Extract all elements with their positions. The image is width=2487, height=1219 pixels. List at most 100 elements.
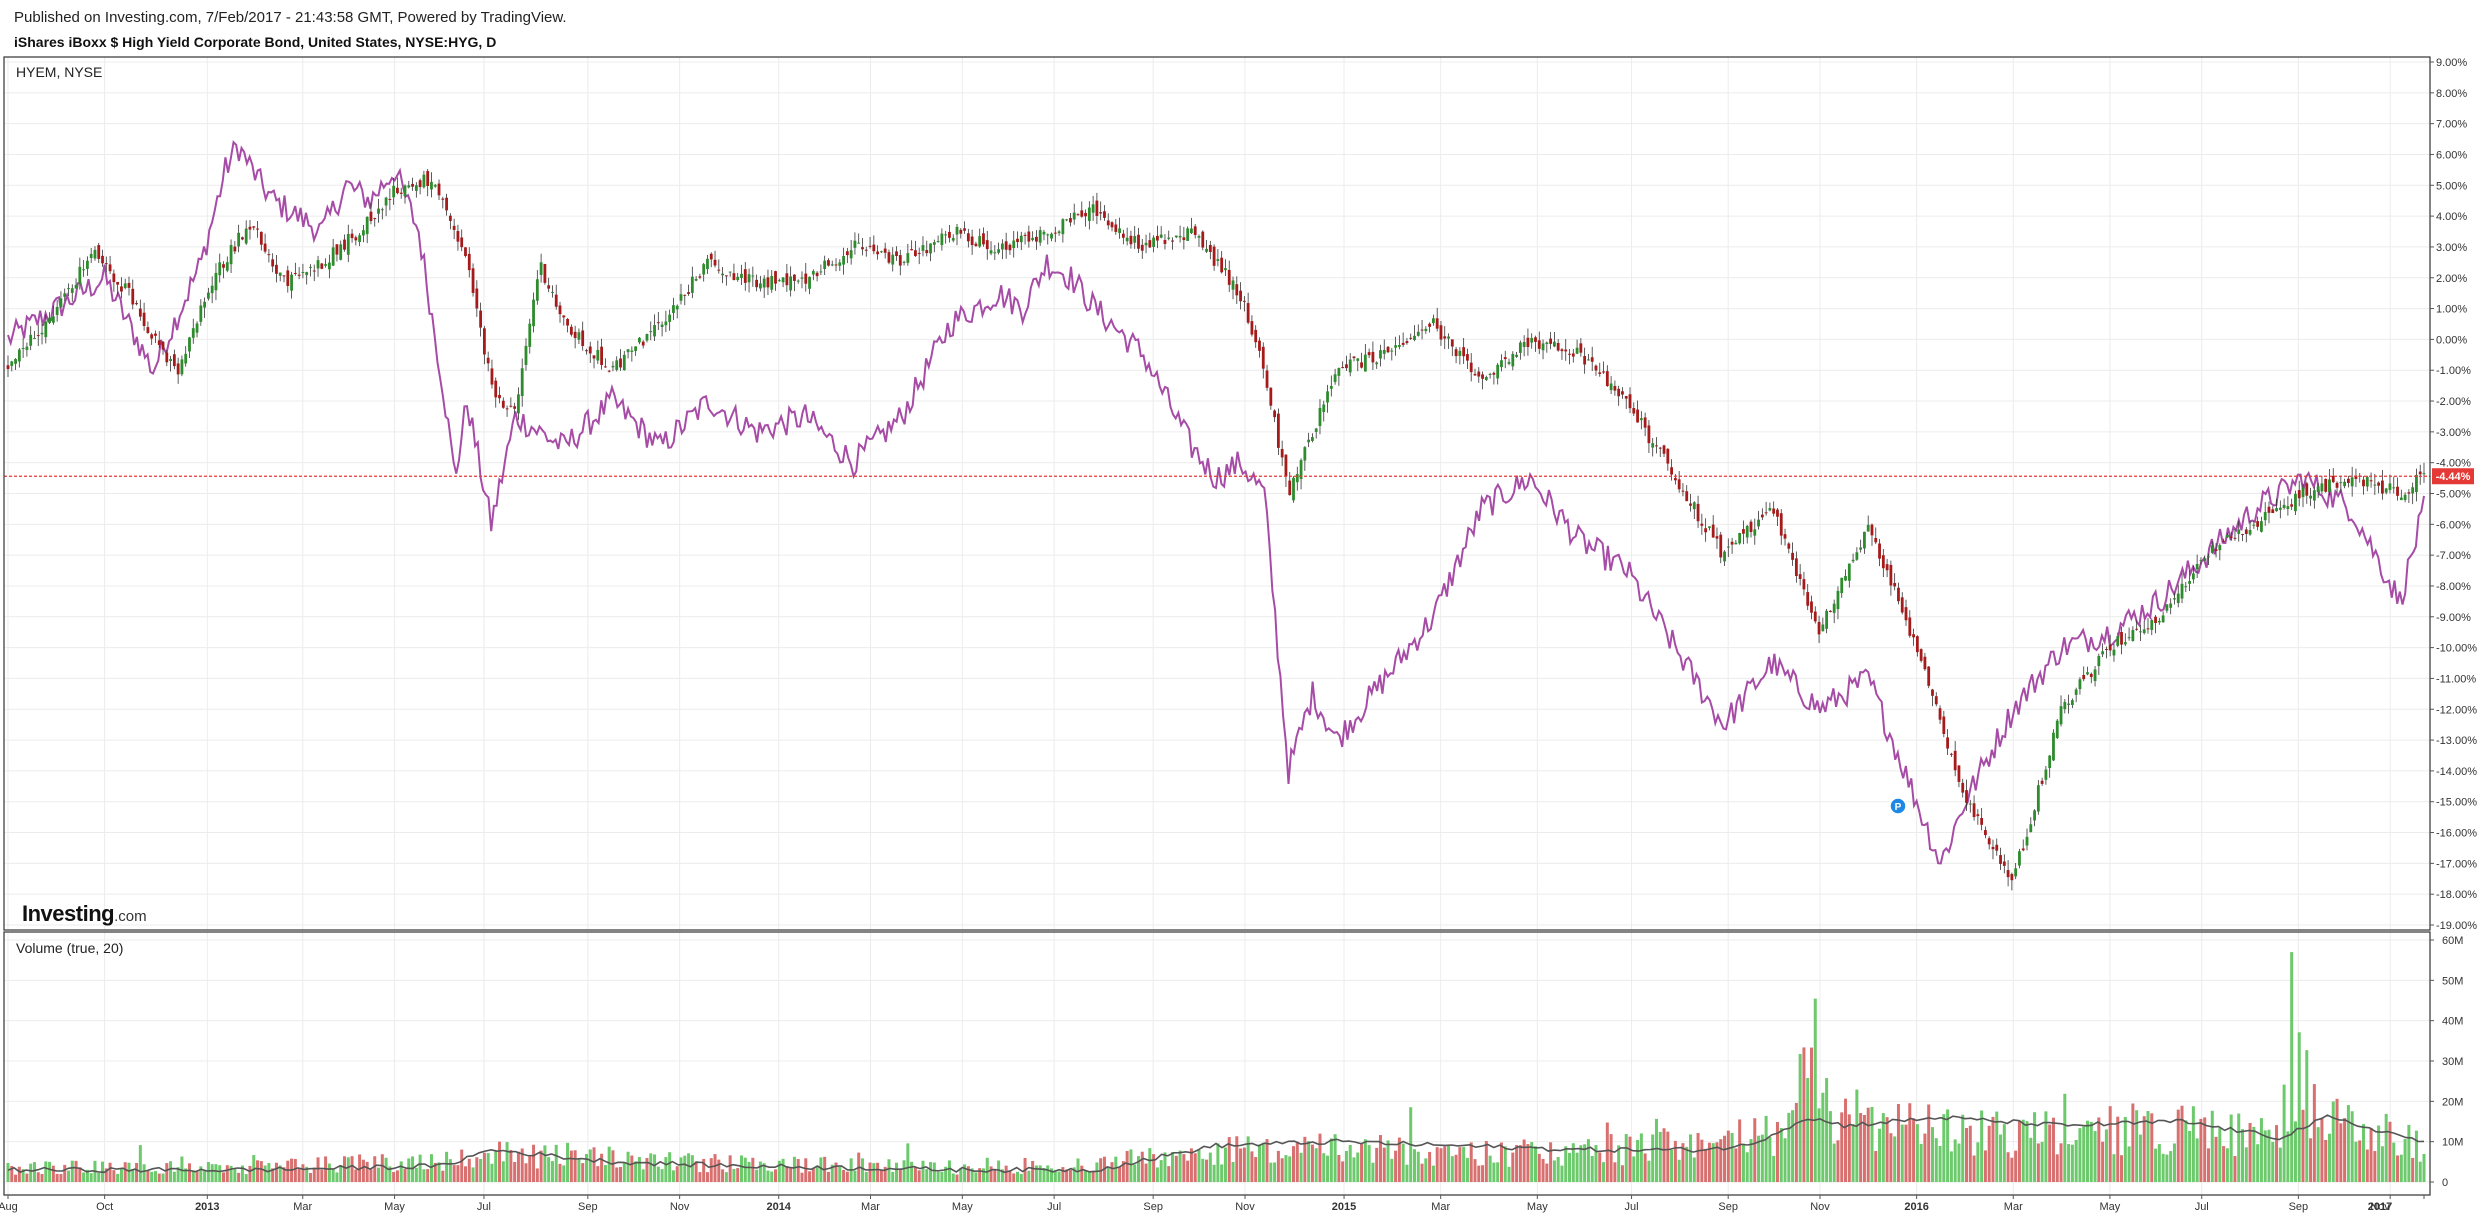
volume-bar xyxy=(350,1156,354,1182)
volume-bar xyxy=(2067,1144,2071,1182)
candle-body xyxy=(157,340,161,345)
volume-bar xyxy=(475,1157,479,1182)
candle-body xyxy=(67,288,70,290)
volume-bar xyxy=(2327,1133,2331,1182)
volume-bar xyxy=(1356,1152,1360,1182)
candle-body xyxy=(997,249,1000,253)
volume-bar xyxy=(1942,1114,1946,1182)
volume-bar xyxy=(785,1166,789,1182)
volume-axis[interactable]: 60M 50M 40M 30M 20M 10M 0 xyxy=(2430,935,2463,1189)
volume-bar xyxy=(1515,1145,1519,1182)
vol-tick-label: 20M xyxy=(2442,1096,2463,1108)
candle-body xyxy=(1004,241,1008,250)
candle-body xyxy=(82,269,86,271)
y-tick-label: -19.00% xyxy=(2436,920,2477,932)
y-tick-label: -12.00% xyxy=(2436,704,2477,716)
volume-bar xyxy=(1239,1148,1243,1182)
volume-bar xyxy=(1715,1142,1719,1182)
x-tick-label: Jul xyxy=(1625,1201,1639,1213)
candle-body xyxy=(2067,703,2070,705)
candle-body xyxy=(868,245,872,247)
volume-bar xyxy=(1152,1154,1156,1182)
volume-bar xyxy=(1310,1144,1314,1182)
y-tick-label: 0.00% xyxy=(2436,334,2467,346)
vol-tick-label: 40M xyxy=(2442,1016,2463,1028)
candle-body xyxy=(2078,679,2082,690)
y-tick-label: -1.00% xyxy=(2436,365,2471,377)
volume-bar xyxy=(1503,1146,1507,1182)
candle-body xyxy=(1632,408,1636,414)
event-marker[interactable]: P xyxy=(1889,797,1907,815)
volume-bar xyxy=(698,1172,702,1182)
price-axis[interactable]: 9.00% 8.00% 7.00% 6.00% 5.00% 4.00% 3.00% 2.00%… xyxy=(2430,57,2477,932)
volume-bar xyxy=(187,1163,191,1182)
volume-bar xyxy=(1378,1135,1382,1182)
candle-body xyxy=(172,354,176,367)
volume-bar xyxy=(2033,1112,2037,1182)
volume-bar xyxy=(1144,1163,1148,1182)
candle-body xyxy=(1881,555,1885,569)
volume-bar xyxy=(203,1170,207,1182)
candle-body xyxy=(1844,576,1847,581)
candle-body xyxy=(944,234,948,236)
candle-body xyxy=(551,291,554,293)
volume-bar xyxy=(1980,1110,1984,1182)
volume-bar xyxy=(2407,1124,2411,1182)
y-tick-label: 1.00% xyxy=(2436,304,2467,316)
candle-body xyxy=(664,321,668,326)
volume-bar xyxy=(1719,1139,1723,1182)
candle-body xyxy=(1840,577,1844,594)
volume-bar xyxy=(2138,1134,2142,1182)
volume-bar xyxy=(2411,1157,2415,1182)
volume-bar xyxy=(811,1167,815,1182)
volume-bar xyxy=(596,1166,600,1182)
time-axis[interactable]: Aug Oct 2013 Mar May Jul Sep Nov 2014 Mar May Jul Se… xyxy=(0,1195,2425,1213)
candle-body xyxy=(1866,524,1870,532)
published-line: Published on Investing.com, 7/Feb/2017 -… xyxy=(14,9,567,26)
candle-body xyxy=(396,187,399,194)
candle-body xyxy=(1851,559,1855,562)
volume-bar xyxy=(460,1149,464,1182)
volume-bar xyxy=(1012,1173,1016,1182)
volume-bar xyxy=(1885,1117,1889,1182)
candle-body xyxy=(740,273,743,278)
volume-bar xyxy=(554,1144,558,1182)
volume-bar xyxy=(562,1165,566,1182)
candle-body xyxy=(441,198,445,200)
candle-body xyxy=(6,365,10,369)
volume-bar xyxy=(2346,1105,2350,1182)
candle-body xyxy=(804,273,808,284)
x-tick-label: May xyxy=(384,1201,405,1213)
candle-body xyxy=(1791,552,1794,560)
y-tick-label: -7.00% xyxy=(2436,550,2471,562)
candle-body xyxy=(592,355,596,359)
volume-bar xyxy=(1360,1144,1364,1182)
candle-body xyxy=(199,305,203,322)
candle-body xyxy=(1382,349,1386,354)
volume-bar xyxy=(172,1171,176,1182)
volume-bar xyxy=(913,1167,917,1182)
volume-bar xyxy=(743,1157,747,1182)
candle-body xyxy=(1042,231,1046,235)
volume-bar xyxy=(1420,1163,1424,1182)
volume-bar xyxy=(566,1142,570,1182)
volume-bar xyxy=(1110,1162,1114,1182)
volume-bar xyxy=(1125,1150,1129,1182)
volume-bar xyxy=(1912,1118,1916,1182)
candle-body xyxy=(2286,506,2290,509)
candle-body xyxy=(724,275,728,277)
candle-body xyxy=(452,225,456,230)
volume-bar xyxy=(1171,1151,1175,1182)
candle-body xyxy=(2112,649,2116,656)
volume-bar xyxy=(1348,1145,1352,1182)
candle-body xyxy=(1624,396,1628,399)
event-marker-circle[interactable] xyxy=(1889,797,1907,815)
volume-bar xyxy=(1685,1146,1689,1182)
candle-body xyxy=(974,243,978,247)
candle-body xyxy=(414,185,418,191)
volume-bar xyxy=(1794,1102,1798,1182)
volume-bar xyxy=(2316,1127,2320,1182)
candle-body xyxy=(2267,506,2271,513)
volume-bar xyxy=(1465,1157,1469,1182)
